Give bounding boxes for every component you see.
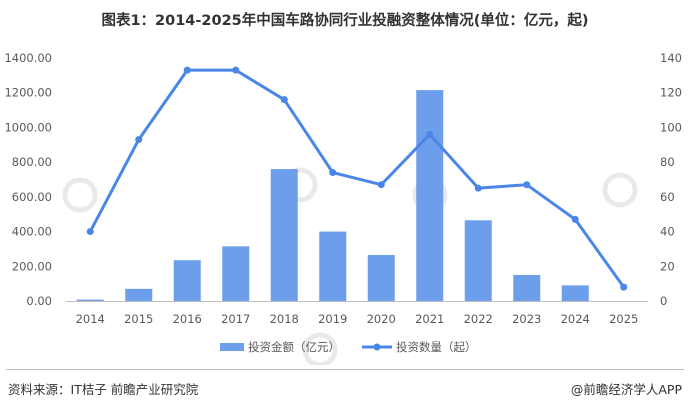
y-left-tick-label: 200.00	[12, 259, 52, 273]
x-tick-label: 2019	[318, 312, 347, 326]
x-tick-label: 2023	[512, 312, 541, 326]
legend-line-label: 投资数量（起）	[396, 340, 477, 354]
bar-2022	[464, 220, 492, 301]
y-left-tick-label: 1000.00	[4, 120, 52, 134]
count-point-2022	[474, 184, 482, 192]
count-point-2016	[183, 66, 191, 74]
x-tick-label: 2025	[609, 312, 638, 326]
count-line	[88, 68, 625, 288]
chart-title: 图表1：2014-2025年中国车路协同行业投融资整体情况(单位：亿元，起)	[101, 13, 589, 29]
y-left-tick-label: 1400.00	[4, 51, 52, 65]
chart: 0.00 200.00 400.00 600.00 800.00 1000.00 1200.…	[4, 51, 682, 365]
y-right-tick-label: 100	[660, 120, 682, 134]
legend-bar-label: 投资金额（亿元）	[248, 340, 340, 354]
x-tick-label: 2018	[270, 312, 299, 326]
x-tick-label: 2014	[76, 312, 105, 326]
bar-2016	[173, 260, 201, 301]
y-right-tick-label: 140	[660, 51, 682, 65]
bar-2018	[270, 169, 298, 301]
bar-series	[76, 90, 589, 301]
bar-2023	[513, 274, 541, 301]
count-point-2017	[232, 66, 240, 74]
legend-bar-swatch	[220, 343, 244, 351]
y-left-tick-label: 1200.00	[4, 86, 52, 100]
y-right-tick-label: 80	[660, 155, 675, 169]
bar-2017	[222, 246, 250, 301]
count-point-2025	[620, 283, 628, 291]
bar-2015	[125, 288, 153, 301]
count-point-2015	[135, 136, 143, 144]
x-tick-label: 2016	[173, 312, 202, 326]
legend: 投资金额（亿元） 投资数量（起）	[220, 340, 477, 354]
brand-credit: @前瞻经济学人APP	[570, 382, 682, 397]
y-right-tick-label: 20	[660, 259, 675, 273]
count-point-2020	[377, 181, 385, 189]
bar-2019	[319, 231, 347, 301]
axes: 0.00 200.00 400.00 600.00 800.00 1000.00 1200.…	[4, 51, 682, 326]
x-tick-label: 2022	[464, 312, 493, 326]
count-point-2018	[280, 96, 288, 104]
watermark-logo-icon	[302, 332, 338, 365]
count-point-2021	[426, 130, 434, 138]
legend-line-marker	[373, 343, 381, 351]
source-note: 资料来源：IT桔子 前瞻产业研究院	[8, 382, 199, 397]
x-tick-label: 2017	[221, 312, 250, 326]
bar-2021	[416, 90, 444, 301]
y-left-tick-label: 400.00	[12, 225, 52, 239]
count-point-2014	[86, 228, 94, 236]
y-right-tick-label: 40	[660, 225, 675, 239]
count-point-2019	[329, 169, 337, 177]
y-right-tick-label: 0	[660, 294, 667, 308]
watermark-logo-icon	[602, 172, 638, 208]
x-tick-label: 2024	[561, 312, 590, 326]
x-tick-label: 2020	[367, 312, 396, 326]
y-left-tick-label: 600.00	[12, 190, 52, 204]
y-right-tick-label: 120	[660, 86, 682, 100]
y-left-tick-label: 0.00	[26, 294, 52, 308]
bar-2014	[76, 299, 104, 301]
x-tick-label: 2015	[124, 312, 153, 326]
footer-divider	[6, 369, 684, 370]
y-right-tick-label: 60	[660, 190, 675, 204]
watermark-logo-icon	[62, 177, 98, 213]
bar-2020	[367, 255, 395, 301]
line-series	[86, 66, 628, 291]
x-tick-label: 2021	[415, 312, 444, 326]
y-left-tick-label: 800.00	[12, 155, 52, 169]
count-point-2024	[571, 215, 579, 223]
count-point-2023	[523, 181, 531, 189]
bar-2024	[561, 285, 589, 301]
